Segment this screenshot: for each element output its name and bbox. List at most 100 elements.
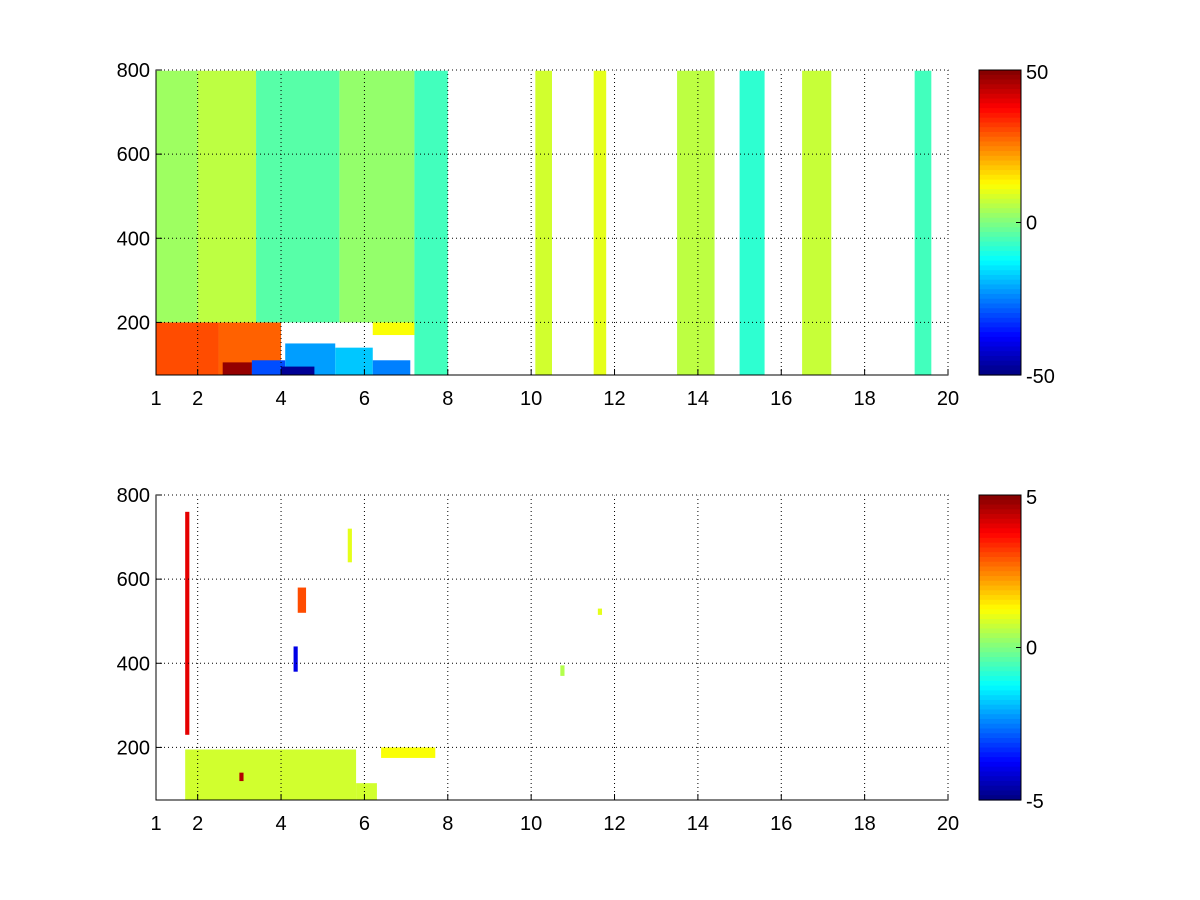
colorbar-step (979, 718, 1021, 725)
heatmap-cell (251, 360, 286, 375)
colorbar-tick-label: -5 (1026, 791, 1044, 813)
colorbar-step (979, 604, 1021, 610)
colorbar-step (979, 761, 1021, 768)
y-tick-label: 400 (117, 228, 150, 250)
heatmap-cells (156, 70, 932, 375)
colorbar-step (979, 327, 1021, 333)
colorbar-tick-label: 0 (1026, 213, 1037, 235)
colorbar-step (979, 552, 1021, 558)
colorbar-step (979, 742, 1021, 749)
colorbar-step (979, 117, 1021, 124)
colorbar-step (979, 141, 1021, 147)
grid-lines (156, 495, 948, 800)
colorbar-step (979, 733, 1021, 739)
x-tick-label: 8 (442, 813, 453, 835)
heatmap-cell (335, 347, 373, 375)
colorbar-step (979, 222, 1021, 228)
colorbar-step (979, 208, 1021, 214)
colorbar-step (979, 165, 1021, 171)
colorbar-step (979, 365, 1021, 371)
colorbar-step (979, 757, 1021, 763)
colorbar-step (979, 747, 1021, 753)
colorbar-step (979, 203, 1021, 209)
colorbar-step (979, 776, 1021, 782)
colorbar-step (979, 246, 1021, 252)
colorbar-step (979, 70, 1021, 76)
colorbar-step (979, 623, 1021, 630)
colorbar-step (979, 303, 1021, 309)
colorbar-step (979, 160, 1021, 166)
heatmap-cell (197, 70, 257, 323)
heatmap-cell (156, 322, 219, 375)
colorbar-step (979, 279, 1021, 286)
colorbar-tick-label: 0 (1026, 638, 1037, 660)
colorbar-step (979, 308, 1021, 314)
colorbar: 50 0 -50 (978, 62, 1055, 388)
colorbar-step (979, 680, 1021, 687)
colorbar-step (979, 509, 1021, 515)
colorbar-step (979, 709, 1021, 715)
colorbar-step (979, 251, 1021, 257)
colorbar-step (979, 714, 1021, 720)
colorbar-step (979, 108, 1021, 114)
colorbar-step (979, 265, 1021, 271)
colorbar-step (979, 370, 1021, 376)
y-tick-label: 600 (117, 144, 150, 166)
colorbar-step (979, 528, 1021, 534)
colorbar-step (979, 738, 1021, 744)
y-tick-label: 200 (117, 312, 150, 334)
colorbar-step (979, 547, 1021, 553)
heatmap-cell (560, 665, 565, 676)
colorbar-step (979, 360, 1021, 367)
heatmap-cell (597, 608, 603, 615)
x-tick-label: 4 (275, 813, 286, 835)
x-tick-label: 10 (520, 813, 542, 835)
heatmap-cell (677, 70, 715, 375)
colorbar-step (979, 599, 1021, 606)
colorbar-tick-label: -50 (1026, 366, 1055, 388)
colorbar-step (979, 189, 1021, 195)
colorbar-step (979, 642, 1021, 649)
colorbar-step (979, 537, 1021, 544)
colorbar-step (979, 542, 1021, 549)
colorbar-step (979, 112, 1021, 119)
colorbar-step (979, 614, 1021, 620)
colorbar-step (979, 595, 1021, 601)
colorbar-step (979, 122, 1021, 128)
colorbar-step (979, 566, 1021, 572)
grid-lines (156, 70, 948, 375)
x-tick-label: 18 (854, 388, 876, 410)
colorbar-step (979, 241, 1021, 247)
colorbar-step (979, 255, 1021, 262)
colorbar-step (979, 752, 1021, 758)
colorbar-step (979, 704, 1021, 711)
heatmap-cell (739, 70, 765, 375)
colorbar-step (979, 652, 1021, 658)
colorbar-step (979, 212, 1021, 219)
heatmap-cell (281, 366, 315, 375)
colorbar-step (979, 556, 1021, 563)
x-tick-label: 16 (770, 388, 792, 410)
heatmap-cell (372, 360, 411, 375)
x-tick-label: 1 (150, 813, 161, 835)
colorbar-step (979, 790, 1021, 796)
heatmap-cell (156, 70, 198, 323)
colorbar-step (979, 79, 1021, 85)
colorbar-step (979, 289, 1021, 295)
colorbar-step (979, 723, 1021, 730)
heatmap-cell (185, 749, 357, 800)
colorbar-step (979, 647, 1021, 653)
colorbar-step (979, 260, 1021, 266)
colorbar-step (979, 322, 1021, 328)
colorbar-step (979, 699, 1021, 706)
colorbar-step (979, 284, 1021, 290)
colorbar-step (979, 585, 1021, 591)
colorbar-step (979, 499, 1021, 506)
colorbar-step (979, 170, 1021, 176)
colorbar-step (979, 633, 1021, 639)
colorbar-step (979, 151, 1021, 157)
colorbar-step (979, 609, 1021, 615)
colorbar-step (979, 98, 1021, 104)
